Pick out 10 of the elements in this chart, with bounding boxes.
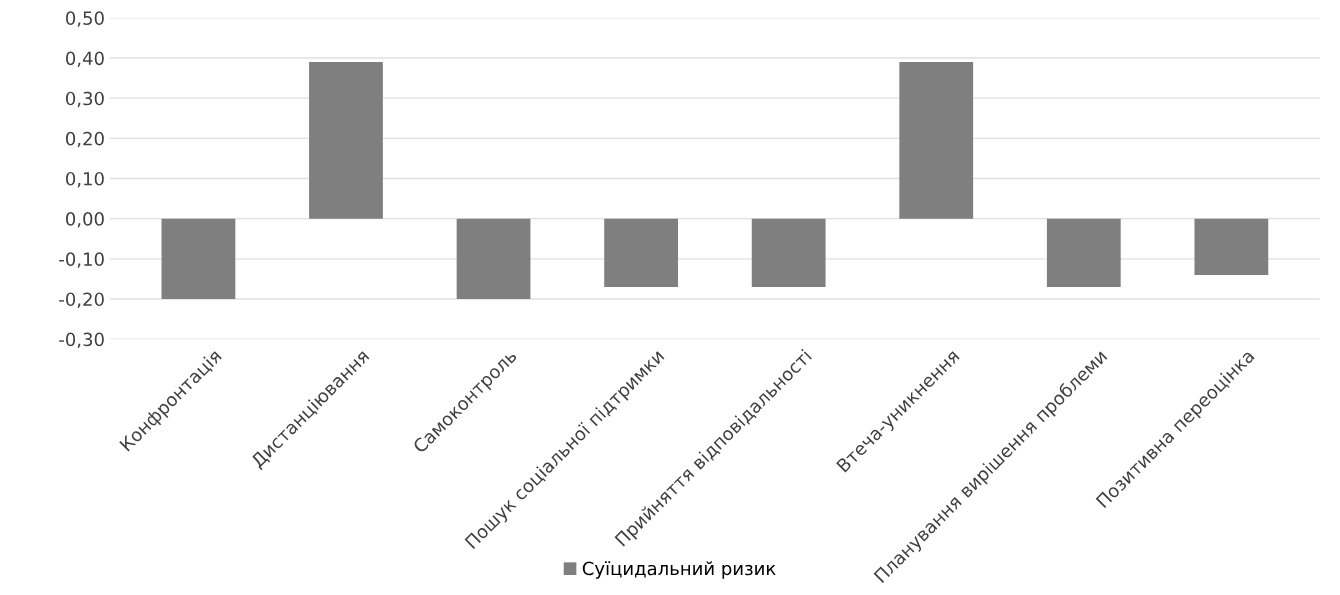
y-tick-label: -0,10 (59, 252, 104, 268)
y-tick-label: 0,00 (66, 212, 104, 228)
y-tick-label: -0,30 (59, 332, 104, 349)
y-tick-label: -0,20 (59, 292, 104, 308)
y-tick-label: 0,10 (66, 171, 104, 188)
y-tick-label: 0,40 (66, 51, 104, 67)
y-tick-label: 0,30 (66, 91, 104, 108)
y-tick-label: 0,50 (66, 11, 104, 27)
y-tick-label: 0,20 (66, 131, 104, 148)
legend-label: Суїцидальний ризик (582, 561, 776, 579)
